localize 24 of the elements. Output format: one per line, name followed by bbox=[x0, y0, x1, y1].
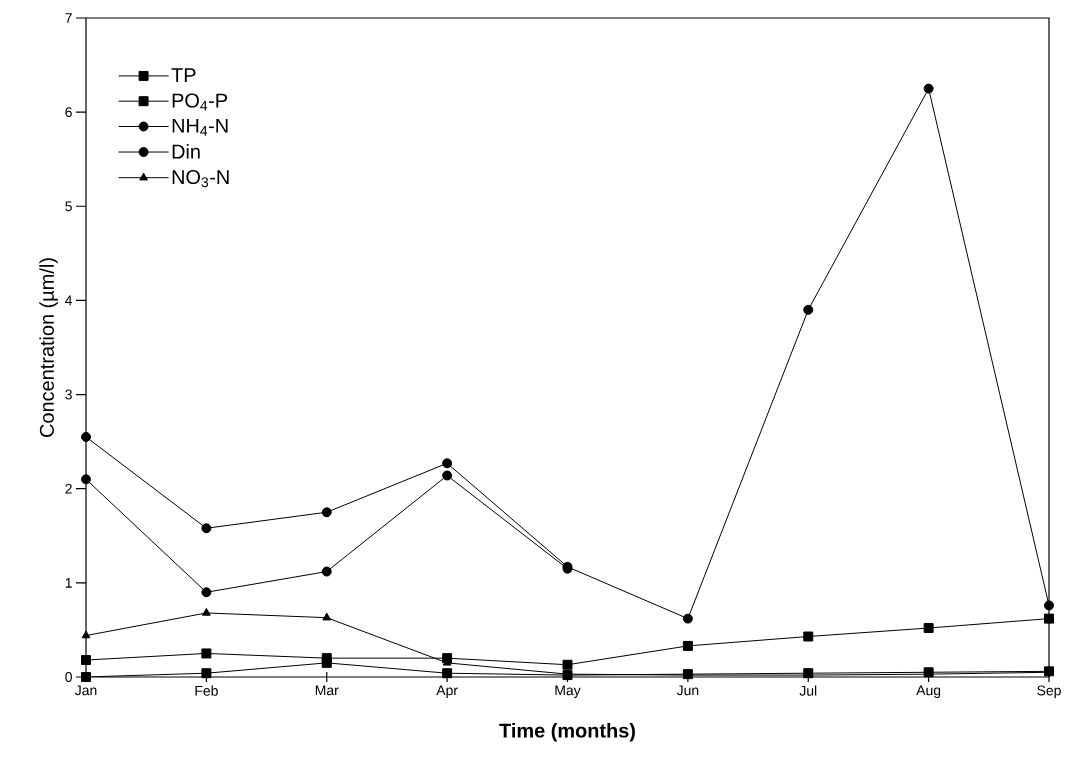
y-tick-label: 0 bbox=[65, 672, 72, 682]
y-tick-label: 2 bbox=[65, 483, 72, 494]
x-tick-label: Jan bbox=[74, 685, 97, 696]
legend-label: PO$_{4}$-P bbox=[172, 93, 227, 111]
x-tick-label: Sep bbox=[1037, 685, 1061, 699]
y-tick-label: 7 bbox=[65, 13, 72, 23]
x-tick-label: Feb bbox=[195, 685, 218, 696]
y-tick-label: 6 bbox=[65, 107, 72, 118]
legend-label: TP bbox=[171, 68, 196, 83]
x-tick-label: Aug bbox=[916, 685, 941, 698]
x-axis-title: Time (months) bbox=[499, 722, 635, 742]
x-tick-label: Mar bbox=[315, 685, 339, 696]
legend-label: Din bbox=[172, 144, 200, 159]
x-tick-label: Jul bbox=[799, 685, 817, 696]
x-tick-label: May bbox=[555, 685, 581, 698]
x-tick-label: Jun bbox=[676, 685, 699, 696]
y-tick-label: 1 bbox=[65, 578, 72, 588]
y-tick-label: 5 bbox=[65, 201, 72, 212]
legend-label: NO$_{3}$-N bbox=[172, 170, 229, 188]
legend-label: NH$_{4}$-N bbox=[172, 118, 228, 136]
y-tick-label: 4 bbox=[65, 295, 73, 306]
y-tick-label: 3 bbox=[65, 389, 72, 400]
x-tick-label: Apr bbox=[436, 685, 458, 698]
y-axis-title: Concentration (µm/l) bbox=[39, 258, 58, 437]
